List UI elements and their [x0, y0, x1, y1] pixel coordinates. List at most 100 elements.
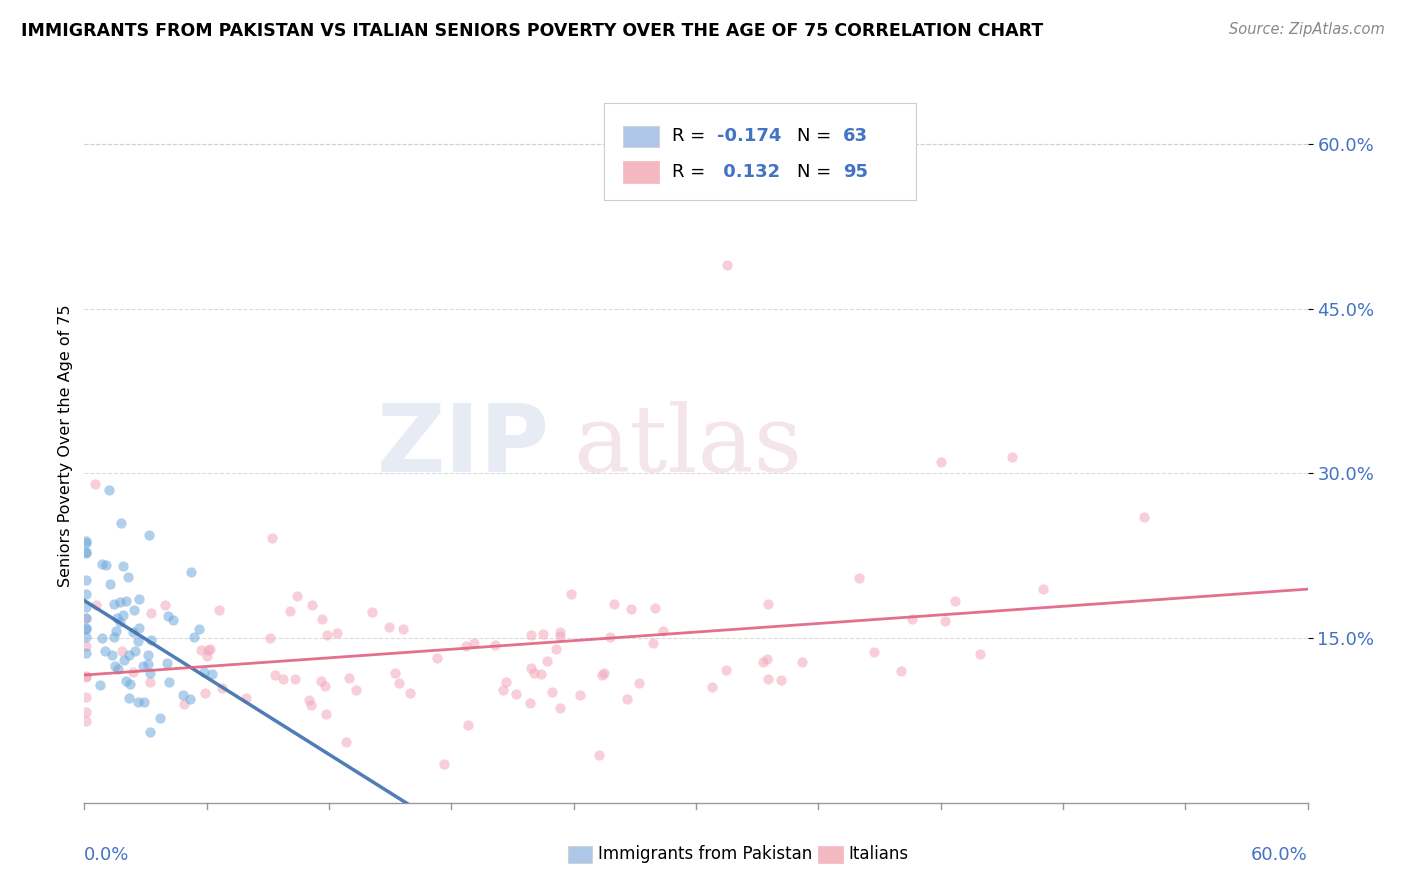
Text: Source: ZipAtlas.com: Source: ZipAtlas.com: [1229, 22, 1385, 37]
Point: [399, 686, 422, 700]
Point: [89, 678, 111, 692]
Point: [122, 665, 145, 680]
Point: [591, 668, 613, 682]
Point: [138, 528, 160, 542]
Point: [316, 628, 339, 642]
Point: [505, 687, 527, 701]
Point: [1032, 582, 1054, 596]
Point: [75, 669, 97, 683]
Point: [136, 657, 159, 671]
Point: [457, 718, 479, 732]
Point: [75, 630, 97, 644]
Point: [770, 673, 793, 687]
Point: [620, 601, 643, 615]
Point: [75, 536, 97, 550]
Point: [172, 688, 194, 702]
Point: [1133, 510, 1156, 524]
Point: [548, 625, 571, 640]
Point: [311, 611, 333, 625]
Point: [104, 624, 127, 638]
FancyBboxPatch shape: [605, 103, 917, 200]
Point: [75, 714, 97, 728]
Point: [111, 644, 134, 658]
Point: [433, 757, 456, 772]
Point: [153, 598, 176, 612]
Point: [183, 630, 205, 644]
Point: [173, 697, 195, 711]
Point: [138, 674, 160, 689]
Point: [284, 672, 307, 686]
Point: [75, 705, 97, 719]
Point: [361, 605, 384, 619]
Point: [96, 558, 118, 572]
Point: [179, 692, 201, 706]
Point: [519, 696, 541, 710]
Point: [128, 621, 150, 635]
Point: [388, 676, 411, 690]
Point: [934, 614, 956, 628]
Text: 0.132: 0.132: [717, 163, 780, 181]
Point: [136, 648, 159, 662]
Point: [104, 658, 127, 673]
Point: [122, 625, 145, 640]
Point: [536, 654, 558, 668]
Point: [149, 711, 172, 725]
Point: [155, 656, 177, 670]
Point: [756, 652, 779, 666]
Point: [454, 640, 477, 654]
Point: [75, 690, 97, 705]
Point: [134, 695, 156, 709]
Point: [198, 641, 221, 656]
Point: [848, 571, 870, 585]
Point: [103, 631, 125, 645]
Point: [652, 624, 675, 638]
Y-axis label: Seniors Poverty Over the Age of 75: Seniors Poverty Over the Age of 75: [58, 305, 73, 587]
Point: [901, 612, 924, 626]
Text: N =: N =: [797, 128, 838, 145]
Point: [548, 700, 571, 714]
Point: [560, 587, 582, 601]
Point: [484, 638, 506, 652]
Point: [128, 592, 150, 607]
Point: [94, 644, 117, 658]
Point: [309, 673, 332, 688]
Point: [299, 698, 322, 713]
Point: [384, 666, 406, 681]
Point: [75, 574, 97, 588]
Point: [644, 601, 666, 615]
Point: [86, 599, 108, 613]
Bar: [568, 846, 592, 863]
Point: [75, 534, 97, 549]
Point: [188, 622, 211, 636]
Point: [75, 545, 97, 559]
Point: [75, 599, 97, 614]
Text: atlas: atlas: [574, 401, 803, 491]
Point: [315, 706, 337, 721]
Point: [103, 597, 125, 611]
Point: [211, 681, 233, 695]
Point: [138, 724, 160, 739]
Point: [544, 642, 567, 657]
Point: [117, 570, 139, 584]
Point: [426, 651, 449, 665]
Point: [616, 691, 638, 706]
Point: [194, 686, 217, 700]
Point: [75, 611, 97, 625]
Text: R =: R =: [672, 128, 710, 145]
Point: [190, 643, 212, 657]
Point: [75, 639, 97, 653]
Point: [112, 653, 135, 667]
Point: [271, 673, 294, 687]
Text: Immigrants from Pakistan: Immigrants from Pakistan: [598, 846, 813, 863]
Point: [463, 636, 485, 650]
Point: [201, 666, 224, 681]
Point: [758, 597, 780, 611]
Point: [114, 594, 136, 608]
Point: [298, 693, 321, 707]
Point: [122, 602, 145, 616]
Point: [792, 655, 814, 669]
Point: [337, 671, 360, 685]
Point: [180, 565, 202, 579]
Point: [519, 661, 541, 675]
Point: [890, 664, 912, 678]
